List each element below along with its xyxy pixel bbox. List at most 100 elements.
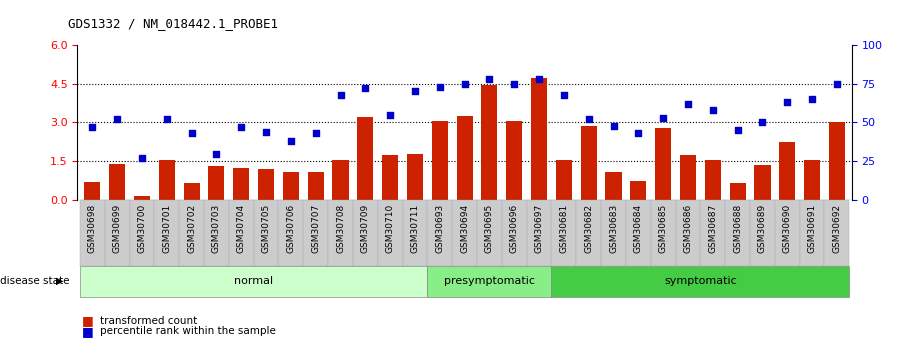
Point bbox=[234, 124, 249, 130]
Bar bbox=[730, 183, 746, 200]
Text: presymptomatic: presymptomatic bbox=[444, 276, 535, 286]
Bar bbox=[353, 200, 378, 266]
Bar bbox=[606, 171, 621, 200]
Text: GSM30706: GSM30706 bbox=[286, 203, 295, 253]
Text: GSM30684: GSM30684 bbox=[634, 203, 643, 253]
Bar bbox=[258, 169, 274, 200]
Point bbox=[184, 130, 199, 136]
Text: GSM30707: GSM30707 bbox=[312, 203, 320, 253]
Text: GSM30701: GSM30701 bbox=[162, 203, 171, 253]
Point bbox=[705, 107, 720, 113]
Bar bbox=[80, 266, 427, 297]
Bar bbox=[626, 200, 650, 266]
Bar bbox=[229, 200, 253, 266]
Bar bbox=[502, 200, 527, 266]
Bar bbox=[333, 160, 349, 200]
Text: ■: ■ bbox=[82, 325, 94, 338]
Bar bbox=[804, 160, 820, 200]
Point bbox=[681, 101, 695, 107]
Text: GSM30704: GSM30704 bbox=[237, 203, 246, 253]
Point bbox=[507, 81, 521, 87]
Bar bbox=[382, 155, 398, 200]
Text: GSM30682: GSM30682 bbox=[584, 203, 593, 253]
Bar bbox=[750, 200, 775, 266]
Text: ■: ■ bbox=[82, 314, 94, 327]
Bar bbox=[80, 200, 105, 266]
Point bbox=[656, 115, 670, 121]
Text: GSM30683: GSM30683 bbox=[609, 203, 618, 253]
Bar bbox=[456, 116, 473, 200]
Bar bbox=[328, 200, 353, 266]
Point bbox=[135, 155, 149, 161]
Bar bbox=[800, 200, 824, 266]
Bar bbox=[378, 200, 403, 266]
Text: GSM30696: GSM30696 bbox=[510, 203, 518, 253]
Bar bbox=[105, 200, 129, 266]
Bar bbox=[556, 160, 572, 200]
Bar bbox=[481, 85, 497, 200]
Point bbox=[159, 117, 174, 122]
Bar bbox=[159, 160, 175, 200]
Point bbox=[482, 76, 496, 82]
Bar bbox=[179, 200, 204, 266]
Bar bbox=[282, 171, 299, 200]
Bar bbox=[452, 200, 477, 266]
Point bbox=[457, 81, 472, 87]
Bar bbox=[829, 122, 845, 200]
Point bbox=[408, 89, 423, 94]
Bar bbox=[427, 200, 452, 266]
Bar bbox=[233, 168, 250, 200]
Point bbox=[755, 120, 770, 125]
Bar bbox=[551, 200, 577, 266]
Text: GSM30686: GSM30686 bbox=[683, 203, 692, 253]
Bar bbox=[209, 167, 224, 200]
Bar bbox=[84, 182, 100, 200]
Text: GSM30691: GSM30691 bbox=[807, 203, 816, 253]
Text: transformed count: transformed count bbox=[100, 316, 198, 326]
Bar bbox=[705, 160, 721, 200]
Bar bbox=[701, 200, 725, 266]
Bar bbox=[204, 200, 229, 266]
Bar bbox=[527, 200, 551, 266]
Point bbox=[85, 124, 99, 130]
Bar bbox=[577, 200, 601, 266]
Text: GSM30685: GSM30685 bbox=[659, 203, 668, 253]
Text: GSM30708: GSM30708 bbox=[336, 203, 345, 253]
Bar bbox=[655, 128, 671, 200]
Point bbox=[110, 117, 125, 122]
Bar bbox=[134, 196, 150, 200]
Text: GSM30700: GSM30700 bbox=[138, 203, 147, 253]
Point bbox=[830, 81, 844, 87]
Text: disease state: disease state bbox=[0, 276, 69, 286]
Bar bbox=[650, 200, 676, 266]
Text: GSM30698: GSM30698 bbox=[87, 203, 97, 253]
Bar bbox=[407, 154, 423, 200]
Point bbox=[210, 151, 224, 156]
Point bbox=[358, 86, 373, 91]
Bar bbox=[824, 200, 849, 266]
Point bbox=[259, 129, 273, 135]
Bar bbox=[253, 200, 279, 266]
Text: normal: normal bbox=[234, 276, 273, 286]
Bar bbox=[303, 200, 328, 266]
Point bbox=[333, 92, 348, 97]
Bar bbox=[754, 165, 771, 200]
Bar bbox=[630, 181, 647, 200]
Point bbox=[532, 76, 547, 82]
Point bbox=[433, 84, 447, 90]
Text: GSM30692: GSM30692 bbox=[833, 203, 842, 253]
Bar bbox=[477, 200, 502, 266]
Text: GSM30699: GSM30699 bbox=[113, 203, 122, 253]
Text: GSM30687: GSM30687 bbox=[708, 203, 717, 253]
Bar bbox=[725, 200, 750, 266]
Bar bbox=[279, 200, 303, 266]
Point bbox=[383, 112, 397, 117]
Text: GSM30705: GSM30705 bbox=[261, 203, 271, 253]
Point bbox=[309, 130, 323, 136]
Bar bbox=[551, 266, 849, 297]
Bar bbox=[676, 200, 701, 266]
Bar bbox=[129, 200, 154, 266]
Text: GSM30710: GSM30710 bbox=[385, 203, 394, 253]
Text: GSM30689: GSM30689 bbox=[758, 203, 767, 253]
Bar bbox=[183, 183, 200, 200]
